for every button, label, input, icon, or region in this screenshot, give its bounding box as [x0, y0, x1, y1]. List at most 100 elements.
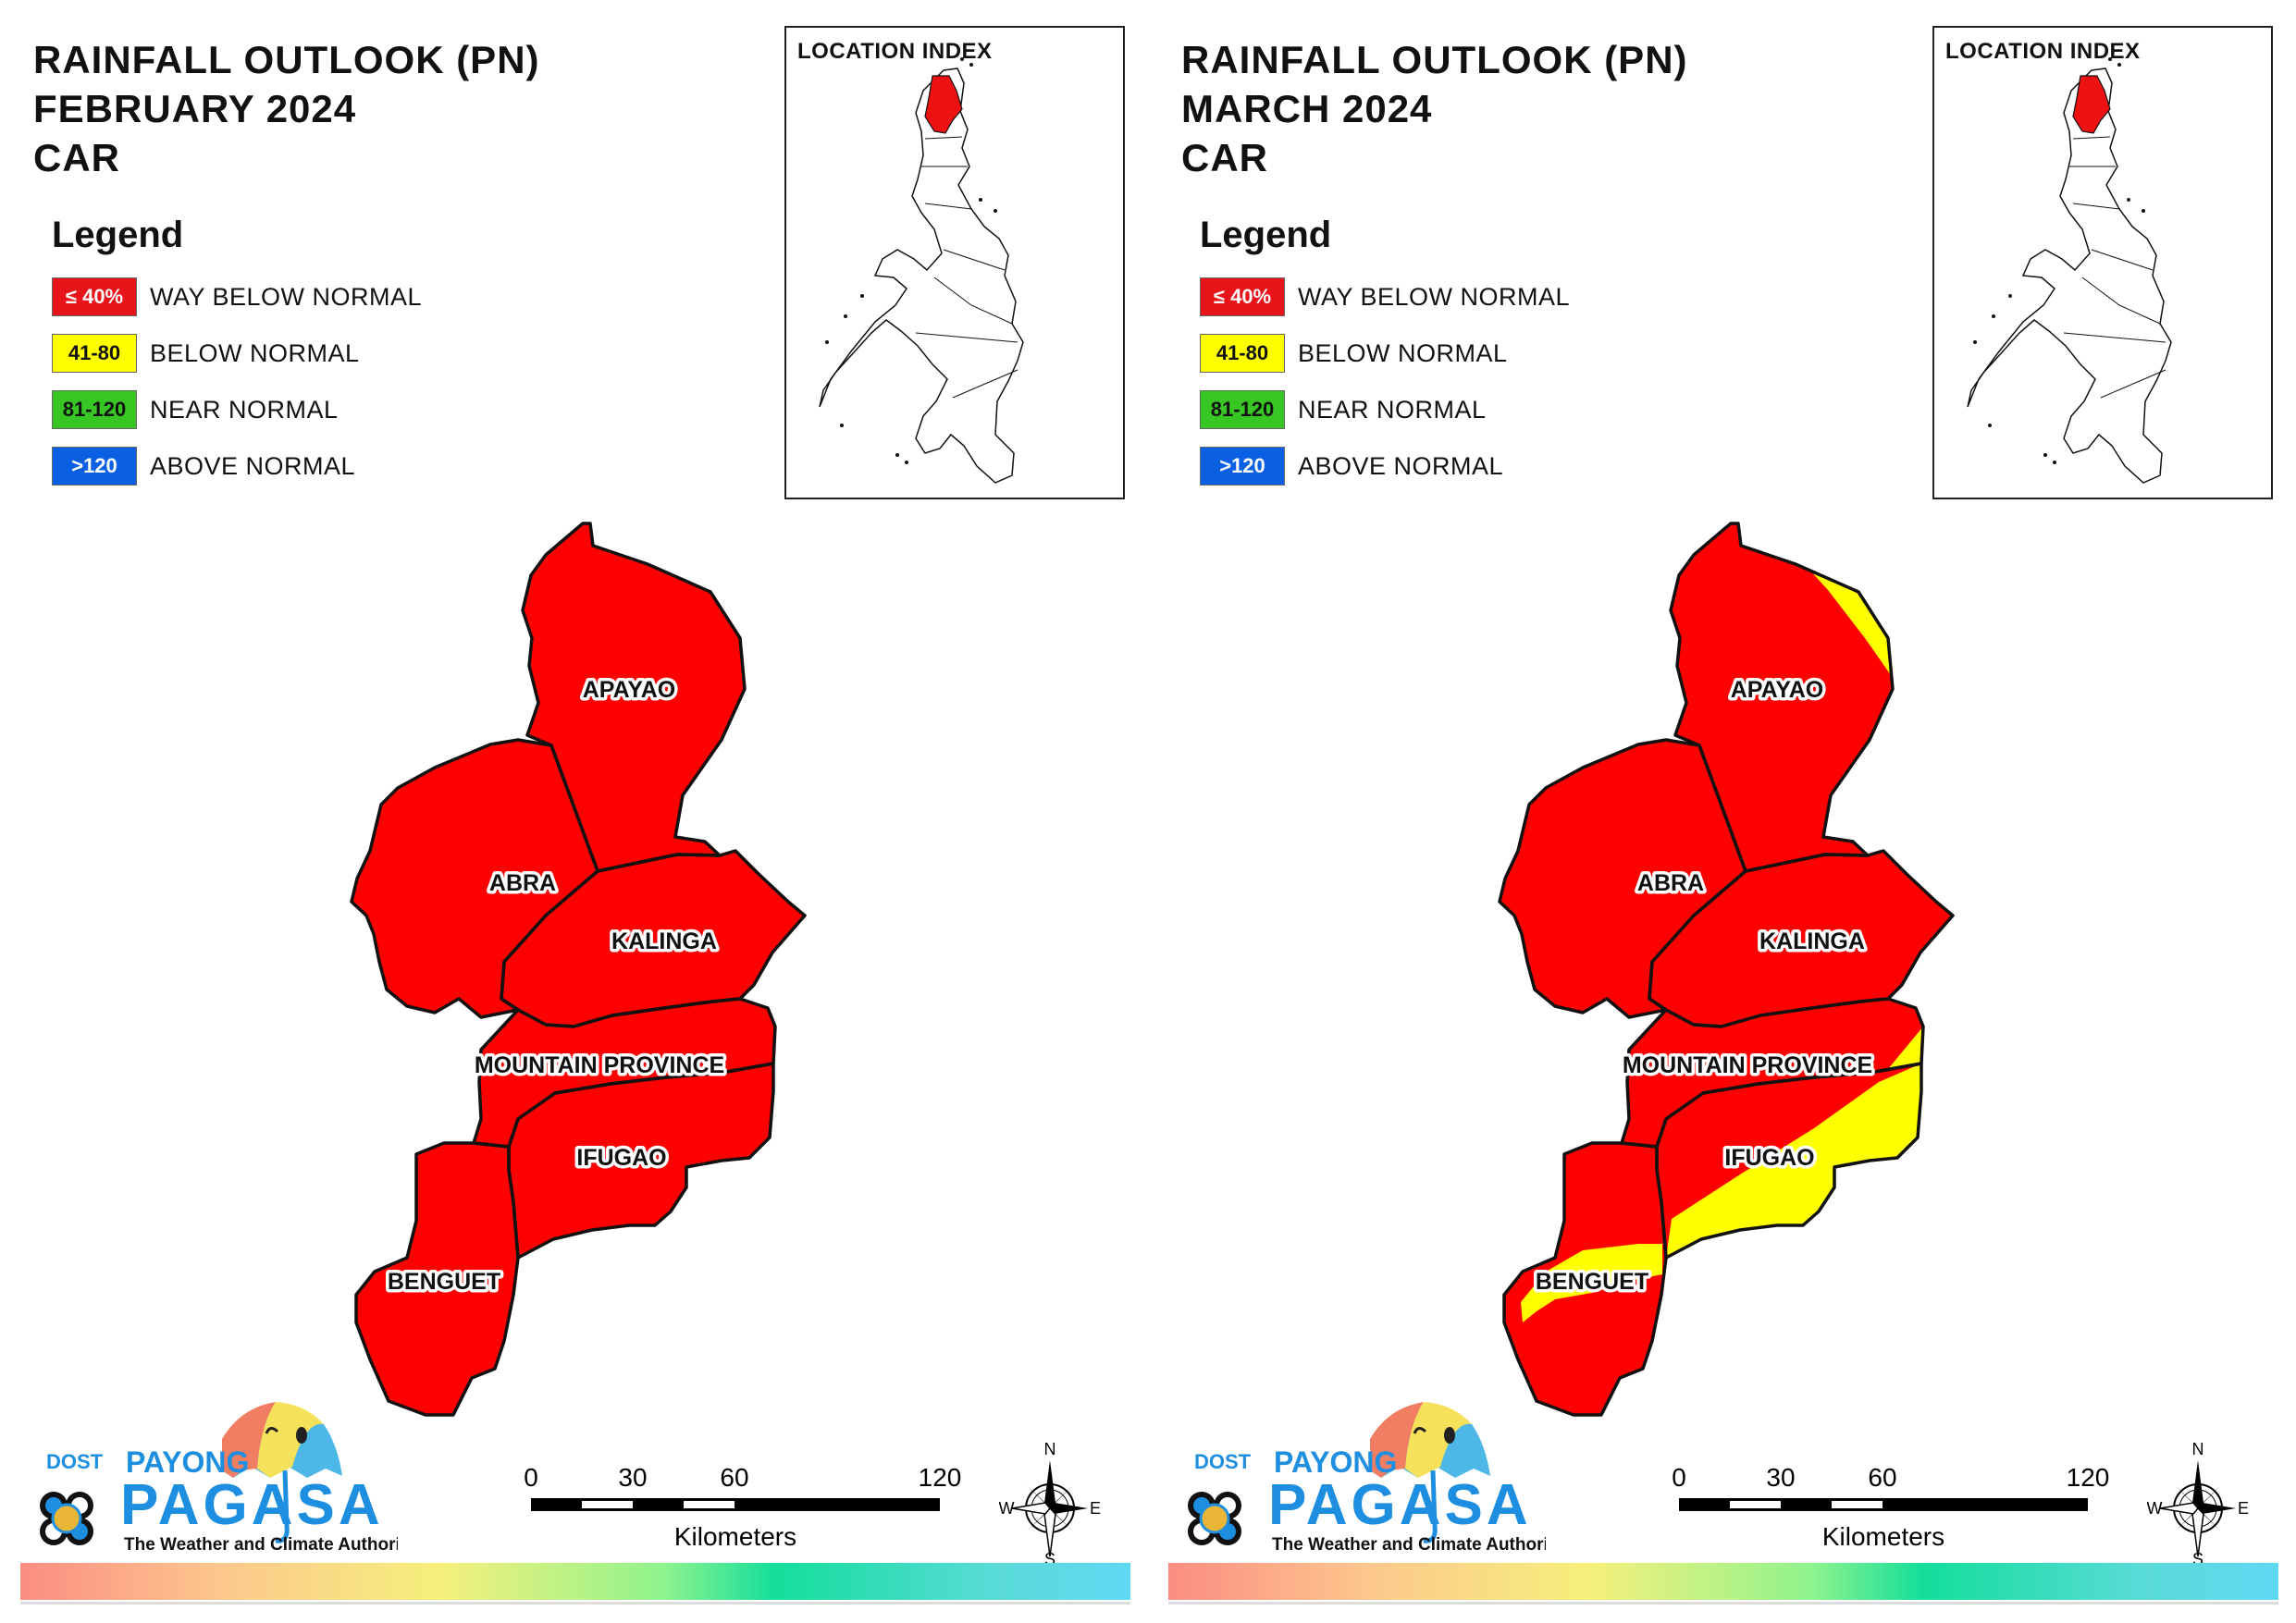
province-label-benguet: BENGUET [388, 1269, 500, 1295]
province-boundary [1502, 1141, 1668, 1417]
logo-tagline: The Weather and Climate Authority [1272, 1535, 1546, 1555]
province-kalinga [1649, 851, 1953, 1027]
scale-tick-60: 60 [720, 1463, 748, 1492]
legend-swatch: >120 [1200, 447, 1285, 486]
province-abra [1500, 740, 1746, 1017]
scale-unit: Kilometers [674, 1522, 796, 1551]
scale-tick-30: 30 [618, 1463, 647, 1492]
legend: Legend ≤ 40% WAY BELOW NORMAL 41-80 BELO… [52, 215, 422, 500]
logo-payong: PAYONG [126, 1445, 249, 1479]
legend-swatch: 81-120 [52, 390, 137, 429]
payong-pagasa-logo: DOST PAYONG PAGASA The Weather and Clima… [1188, 1402, 1546, 1555]
province-kalinga [501, 851, 805, 1027]
logo-payong: PAYONG [1274, 1445, 1397, 1479]
legend-label: ABOVE NORMAL [150, 451, 356, 480]
car-region-highlight [924, 75, 963, 134]
philippines-locator-map [1967, 57, 2172, 484]
legend-item-near-normal: 81-120 NEAR NORMAL [1200, 387, 1570, 432]
logo-dost: DOST [1194, 1450, 1252, 1473]
outlook-panel-february: RAINFALL OUTLOOK (PN) FEBRUARY 2024 CAR … [20, 26, 1130, 1605]
inset-title: LOCATION INDEX [797, 39, 993, 64]
legend-swatch: ≤ 40% [52, 277, 137, 316]
legend-item-below-normal: 41-80 BELOW NORMAL [1200, 331, 1570, 375]
payong-pagasa-logo: DOST PAYONG PAGASA The Weather and Clima… [40, 1402, 398, 1555]
scale-tick-0: 0 [1672, 1463, 1686, 1492]
legend-label: WAY BELOW NORMAL [1298, 282, 1571, 311]
province-label-mountain-province: MOUNTAIN PROVINCE [475, 1052, 724, 1078]
map-title: RAINFALL OUTLOOK (PN) MARCH 2024 CAR [1181, 35, 1688, 182]
legend-item-way-below-normal: ≤ 40% WAY BELOW NORMAL [1200, 275, 1570, 319]
title-line-month: FEBRUARY 2024 [33, 87, 357, 130]
logo-dost: DOST [46, 1450, 104, 1473]
province-label-benguet: BENGUET [1536, 1269, 1648, 1295]
scale-bar: 0 30 60 120 Kilometers [1672, 1463, 2110, 1551]
province-label-ifugao: IFUGAO [1724, 1145, 1814, 1171]
legend-label: BELOW NORMAL [1298, 338, 1508, 367]
north-arrow-compass: N S W E [999, 1440, 1101, 1568]
province-abra [352, 740, 598, 1017]
legend-item-below-normal: 41-80 BELOW NORMAL [52, 331, 422, 375]
car-province-map: APAYAO ABRA KALINGA MOUNTAIN PROVINCE IFUGAO… [1498, 522, 1955, 1417]
scale-tick-120: 120 [919, 1463, 962, 1492]
legend-title: Legend [1200, 215, 1332, 255]
legend-swatch: 41-80 [1200, 334, 1285, 373]
logo-tagline: The Weather and Climate Authority [124, 1535, 398, 1555]
location-index-inset: LOCATION INDEX [784, 26, 1125, 499]
province-label-kalinga: KALINGA [1759, 928, 1865, 954]
legend-title: Legend [52, 215, 184, 255]
below-normal-zone [1666, 1064, 1921, 1258]
location-index-inset: LOCATION INDEX [1932, 26, 2273, 499]
scale-tick-60: 60 [1868, 1463, 1896, 1492]
legend-item-above-normal: >120 ABOVE NORMAL [1200, 444, 1570, 488]
logo-pagasa: PAGASA [1268, 1473, 1532, 1537]
province-boundary [354, 1141, 520, 1417]
scale-unit: Kilometers [1822, 1522, 1944, 1551]
legend-swatch: 41-80 [52, 334, 137, 373]
legend: Legend ≤ 40% WAY BELOW NORMAL 41-80 BELO… [1200, 215, 1570, 500]
legend-item-way-below-normal: ≤ 40% WAY BELOW NORMAL [52, 275, 422, 319]
philippines-locator-map [819, 57, 1024, 484]
philippines-outline [1967, 68, 2172, 484]
province-label-ifugao: IFUGAO [576, 1145, 666, 1171]
legend-label: NEAR NORMAL [1298, 395, 1487, 424]
title-line-month: MARCH 2024 [1181, 87, 1433, 130]
title-line-1: RAINFALL OUTLOOK (PN) [33, 38, 540, 81]
scale-tick-0: 0 [524, 1463, 538, 1492]
province-label-mountain-province: MOUNTAIN PROVINCE [1623, 1052, 1872, 1078]
svg-text:N: N [2192, 1440, 2204, 1458]
legend-swatch: 81-120 [1200, 390, 1285, 429]
legend-item-above-normal: >120 ABOVE NORMAL [52, 444, 422, 488]
car-province-map: APAYAO ABRA KALINGA MOUNTAIN PROVINCE IFUGAO… [350, 522, 807, 1417]
svg-text:N: N [1044, 1440, 1056, 1458]
province-mountain-province [1622, 999, 1923, 1147]
svg-text:E: E [1090, 1499, 1101, 1518]
province-label-apayao: APAYAO [583, 677, 676, 703]
province-mountain-province [474, 999, 775, 1147]
province-benguet [356, 1143, 518, 1415]
below-normal-zone [1521, 1244, 1662, 1322]
legend-label: WAY BELOW NORMAL [150, 282, 423, 311]
below-normal-zone [1888, 1027, 1923, 1069]
inset-title: LOCATION INDEX [1945, 39, 2141, 64]
province-label-kalinga: KALINGA [611, 928, 717, 954]
title-line-region: CAR [33, 136, 120, 179]
title-line-region: CAR [1181, 136, 1268, 179]
province-label-abra: ABRA [1637, 870, 1704, 896]
footer-gradient-bar [20, 1563, 1130, 1605]
north-arrow-compass: N S W E [2147, 1440, 2249, 1568]
legend-label: NEAR NORMAL [150, 395, 339, 424]
province-ifugao [509, 1064, 773, 1258]
outlook-panel-march: RAINFALL OUTLOOK (PN) MARCH 2024 CAR Leg… [1148, 0, 2296, 1623]
legend-label: ABOVE NORMAL [1298, 451, 1504, 480]
svg-text:E: E [2238, 1499, 2249, 1518]
car-region-highlight [2072, 75, 2111, 134]
province-label-abra: ABRA [489, 870, 556, 896]
province-label-apayao: APAYAO [1731, 677, 1824, 703]
legend-swatch: ≤ 40% [1200, 277, 1285, 316]
title-line-1: RAINFALL OUTLOOK (PN) [1181, 38, 1688, 81]
scale-tick-120: 120 [2067, 1463, 2110, 1492]
svg-text:W: W [999, 1499, 1015, 1518]
legend-swatch: >120 [52, 447, 137, 486]
svg-text:W: W [2147, 1499, 2163, 1518]
footer-gradient-bar [1168, 1563, 2278, 1605]
